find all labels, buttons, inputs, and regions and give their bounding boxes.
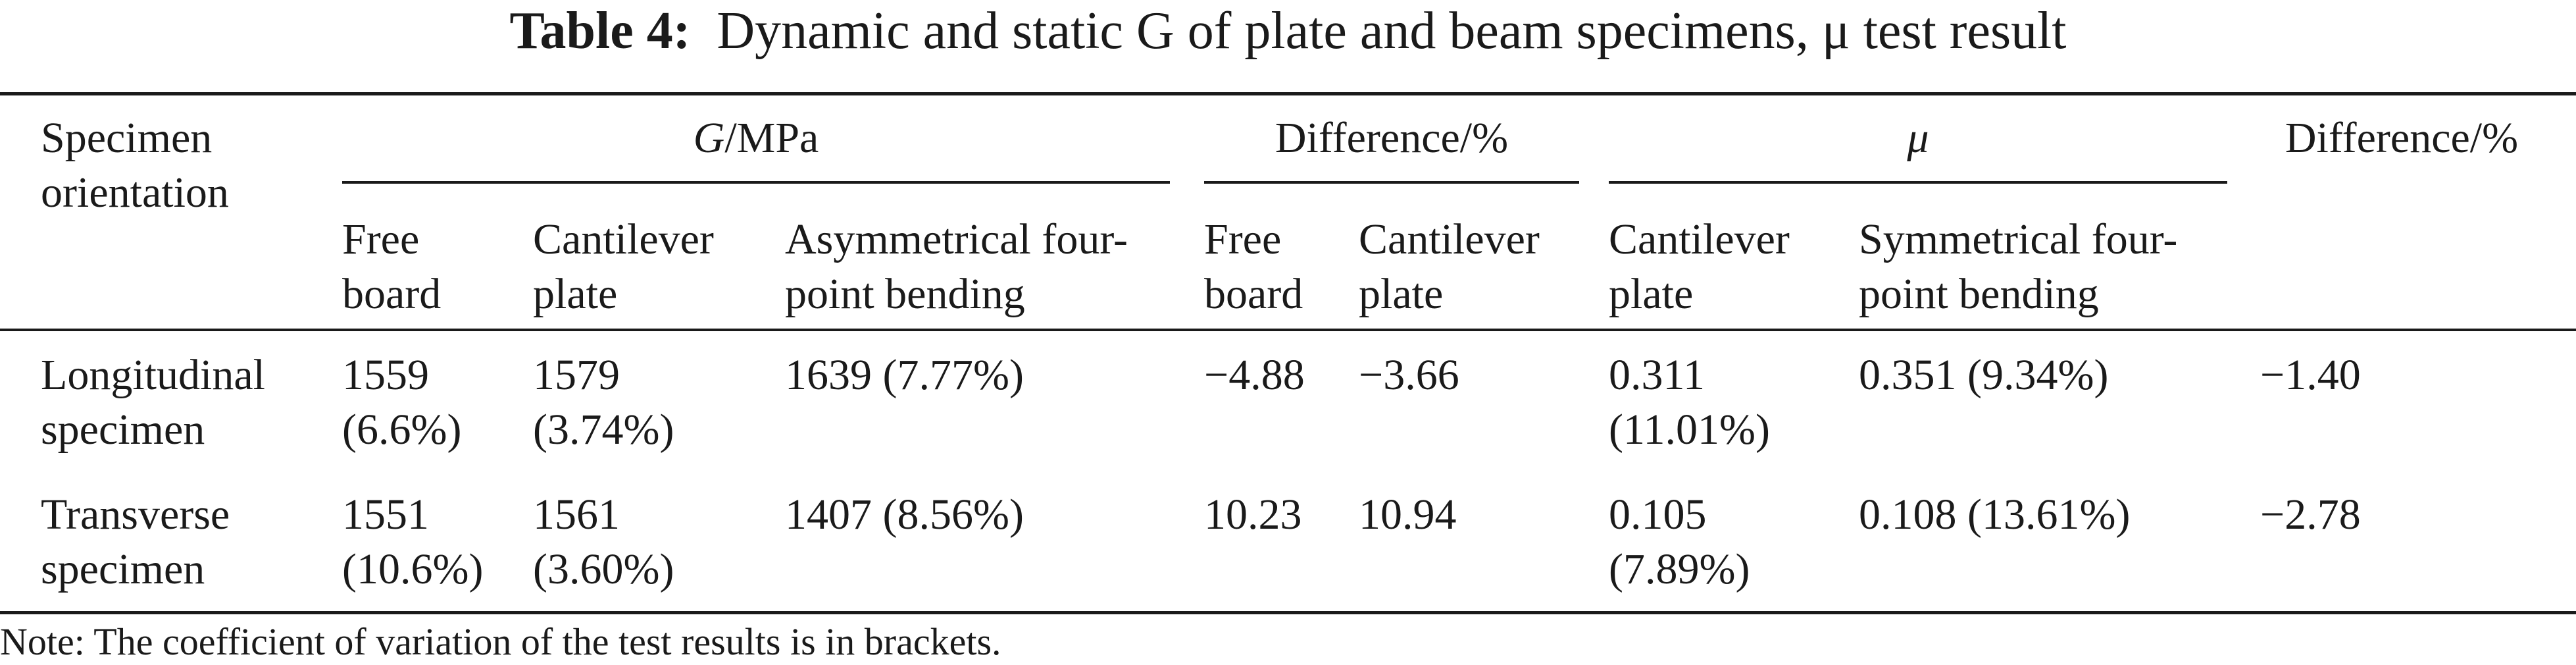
cell-line: 1559: [342, 351, 429, 399]
mu-symbol: μ: [1907, 114, 1929, 162]
cell-line: 1561: [533, 491, 620, 539]
bottom-rule: [0, 611, 2576, 614]
subheader-line: Symmetrical four-: [1859, 215, 2178, 263]
table-label: Table 4:: [509, 2, 691, 60]
row-label-line: specimen: [41, 406, 205, 454]
cell-line: (3.60%): [533, 545, 674, 593]
subheader-line: point bending: [1859, 270, 2099, 318]
subheader-line: board: [1204, 270, 1303, 318]
cell-line: 0.105: [1609, 491, 1707, 539]
cell-line: 1407 (8.56%): [785, 491, 1024, 539]
row-label-longitudinal: Longitudinal specimen: [41, 348, 265, 457]
row-label-line: Transverse: [41, 491, 230, 539]
table-cell: 10.23: [1204, 487, 1302, 542]
subheader-line: Cantilever: [1609, 215, 1790, 263]
subheader-line: Cantilever: [533, 215, 714, 263]
subheader-line: Asymmetrical four-: [785, 215, 1128, 263]
header-label-line: Specimen: [41, 114, 213, 162]
group-rule-mu: [1609, 181, 2227, 184]
row-label-line: Longitudinal: [41, 351, 265, 399]
cell-line: −2.78: [2260, 491, 2361, 539]
cell-line: (7.89%): [1609, 545, 1750, 593]
table-cell: 0.311 (11.01%): [1609, 348, 1770, 457]
g-unit: /MPa: [724, 114, 819, 162]
header-difference-1: Difference/%: [1275, 114, 1509, 162]
subheader-line: board: [342, 270, 442, 318]
subheader-mu-cantilever-plate: Cantilever plate: [1609, 212, 1790, 321]
top-rule: [0, 92, 2576, 95]
table-cell: −4.88: [1204, 348, 1305, 402]
group-rule-difference: [1204, 181, 1579, 184]
subheader-line: Free: [1204, 215, 1282, 263]
header-g-mpa: G/MPa: [342, 111, 1170, 165]
cell-line: (3.74%): [533, 406, 674, 454]
table-cell: 1579 (3.74%): [533, 348, 674, 457]
header-specimen-orientation: Specimen orientation: [41, 111, 229, 220]
table-cell: 1559 (6.6%): [342, 348, 461, 457]
cell-line: 10.23: [1204, 491, 1302, 539]
table-note: Note: The coefficient of variation of th…: [0, 620, 1001, 663]
table-cell: 0.105 (7.89%): [1609, 487, 1750, 597]
header-rule: [0, 329, 2576, 331]
group-rule-g: [342, 181, 1170, 184]
cell-line: −1.40: [2260, 351, 2361, 399]
cell-line: 1639 (7.77%): [785, 351, 1024, 399]
subheader-asymmetrical-four-point-bending: Asymmetrical four- point bending: [785, 212, 1128, 321]
table-cell: −3.66: [1359, 348, 1459, 402]
table-cell: 10.94: [1359, 487, 1457, 542]
table-cell: 1551 (10.6%): [342, 487, 483, 597]
subheader-line: Free: [342, 215, 420, 263]
table-cell: 0.351 (9.34%): [1859, 348, 2108, 402]
cell-line: 1551: [342, 491, 429, 539]
subheader-line: point bending: [785, 270, 1025, 318]
cell-line: 1579: [533, 351, 620, 399]
table-title: Dynamic and static G of plate and beam s…: [717, 2, 2067, 60]
row-label-transverse: Transverse specimen: [41, 487, 230, 597]
subheader-free-board: Free board: [342, 212, 441, 321]
subheader-difference-free-board: Free board: [1204, 212, 1303, 321]
cell-line: 10.94: [1359, 491, 1457, 539]
subheader-line: plate: [1609, 270, 1694, 318]
table-cell: 1561 (3.60%): [533, 487, 674, 597]
subheader-cantilever-plate: Cantilever plate: [533, 212, 714, 321]
cell-line: (6.6%): [342, 406, 462, 454]
cell-line: (11.01%): [1609, 406, 1770, 454]
cell-line: −3.66: [1359, 351, 1459, 399]
cell-line: −4.88: [1204, 351, 1305, 399]
cell-line: 0.351 (9.34%): [1859, 351, 2109, 399]
table-cell: 1639 (7.77%): [785, 348, 1024, 402]
subheader-line: Cantilever: [1359, 215, 1540, 263]
cell-line: 0.311: [1609, 351, 1705, 399]
subheader-difference-cantilever-plate: Cantilever plate: [1359, 212, 1540, 321]
row-label-line: specimen: [41, 545, 205, 593]
table-cell: −2.78: [2260, 487, 2361, 542]
subheader-line: plate: [1359, 270, 1444, 318]
header-mu: μ: [1609, 111, 2227, 165]
header-label-line: orientation: [41, 169, 229, 217]
subheader-symmetrical-four-point-bending: Symmetrical four- point bending: [1859, 212, 2177, 321]
g-symbol: G: [693, 114, 725, 162]
table-caption: Table 4: Dynamic and static G of plate a…: [0, 1, 2576, 61]
cell-line: (10.6%): [342, 545, 484, 593]
subheader-line: plate: [533, 270, 618, 318]
table-cell: 1407 (8.56%): [785, 487, 1024, 542]
header-difference-2: Difference/%: [2285, 114, 2519, 162]
cell-line: 0.108 (13.61%): [1859, 491, 2131, 539]
table-cell: 0.108 (13.61%): [1859, 487, 2130, 542]
table-cell: −1.40: [2260, 348, 2361, 402]
